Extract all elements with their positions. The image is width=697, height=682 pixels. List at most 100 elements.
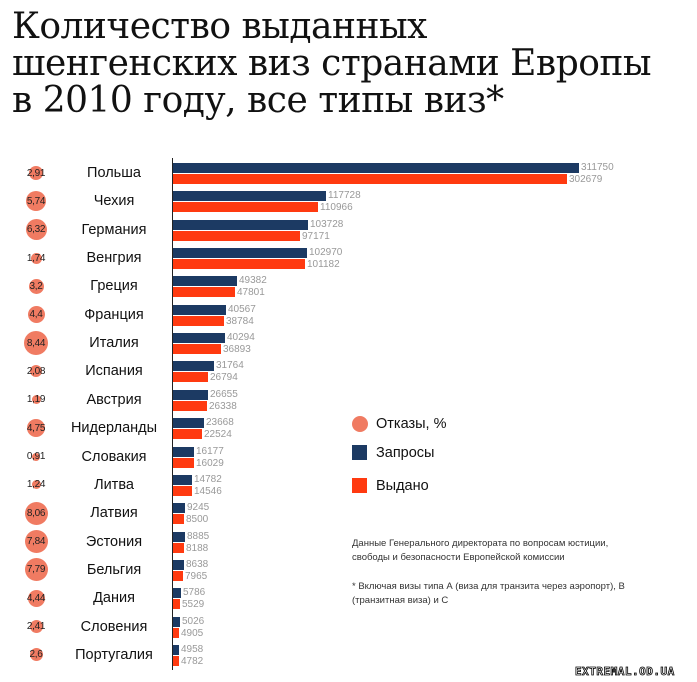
legend-label-requests: Запросы bbox=[376, 445, 435, 461]
refusal-percent: 1,24 bbox=[26, 479, 46, 491]
refusal-indicator: 6,32 bbox=[14, 216, 58, 244]
requests-value: 16177 bbox=[196, 445, 224, 457]
requests-value: 311750 bbox=[581, 162, 614, 173]
issued-bar bbox=[173, 570, 183, 581]
refusal-indicator: 3,2 bbox=[14, 272, 58, 300]
legend-label-issued: Выдано bbox=[376, 478, 429, 494]
issued-value: 22524 bbox=[204, 429, 232, 441]
legend-label-refusals: Отказы, % bbox=[376, 416, 447, 432]
refusal-circle-icon bbox=[24, 530, 48, 554]
refusal-indicator: 8,44 bbox=[14, 329, 58, 357]
refusal-percent: 8,44 bbox=[26, 337, 46, 349]
requests-value: 8638 bbox=[186, 558, 209, 570]
bar-row: 7,84 Эстония 8885 8188 bbox=[0, 528, 697, 556]
refusal-circle-icon bbox=[27, 589, 45, 607]
bar-row: 6,32 Германия 103728 97171 bbox=[0, 216, 697, 244]
requests-value: 23668 bbox=[206, 417, 234, 429]
requests-bar bbox=[173, 163, 579, 173]
refusal-circle-icon bbox=[30, 252, 42, 264]
refusal-percent: 6,32 bbox=[26, 224, 46, 236]
requests-value: 49382 bbox=[239, 275, 267, 287]
requests-bar bbox=[173, 503, 185, 514]
bar-row: 5,74 Чехия 117728 110966 bbox=[0, 187, 697, 215]
bar-row: 1,19 Австрия 26655 26338 bbox=[0, 386, 697, 414]
bar-row: 8,44 Италия 40294 36893 bbox=[0, 329, 697, 357]
requests-value: 31764 bbox=[216, 360, 244, 372]
requests-value: 8885 bbox=[187, 530, 210, 542]
requests-value: 40294 bbox=[227, 332, 255, 344]
refusal-indicator: 2,41 bbox=[14, 613, 58, 641]
refusal-indicator: 1,19 bbox=[14, 386, 58, 414]
requests-bar bbox=[173, 588, 181, 599]
bar-row: 2,91 Польша 311750 302679 bbox=[0, 159, 697, 187]
country-label: Греция bbox=[90, 278, 138, 295]
country-label: Испания bbox=[85, 363, 143, 380]
refusal-circle-icon bbox=[31, 395, 41, 405]
refusal-indicator: 8,06 bbox=[14, 499, 58, 527]
refusal-percent: 2,91 bbox=[26, 167, 46, 179]
refusal-circle-icon bbox=[32, 452, 40, 461]
chart-title: Количество выданных шенгенских виз стран… bbox=[12, 8, 697, 119]
country-label: Франция bbox=[84, 306, 144, 323]
title-line-2: шенгенских виз странами Европы bbox=[12, 43, 652, 84]
requests-bar bbox=[173, 644, 179, 655]
refusal-percent: 7,79 bbox=[26, 564, 46, 576]
requests-bar bbox=[173, 219, 308, 230]
country-label: Германия bbox=[81, 221, 147, 238]
refusal-circle-icon bbox=[29, 166, 43, 180]
issued-value: 302679 bbox=[569, 174, 603, 185]
requests-value: 5026 bbox=[182, 615, 205, 627]
issued-value: 4782 bbox=[181, 655, 204, 667]
issued-value: 36893 bbox=[223, 344, 251, 356]
refusal-indicator: 5,74 bbox=[14, 187, 58, 215]
issued-bar bbox=[173, 655, 179, 666]
issued-bar bbox=[173, 514, 184, 525]
bar-row: 1,74 Венгрия 102970 101182 bbox=[0, 244, 697, 272]
country-label: Польша bbox=[87, 165, 141, 181]
refusal-indicator: 4,75 bbox=[14, 414, 58, 442]
refusal-percent: 2,08 bbox=[26, 365, 46, 377]
refusal-percent: 0,91 bbox=[26, 451, 46, 462]
refusal-circle-icon bbox=[27, 306, 45, 324]
refusal-percent: 2,41 bbox=[26, 621, 46, 633]
refusal-percent: 4,44 bbox=[26, 592, 46, 604]
issued-square-icon bbox=[352, 478, 367, 493]
refusal-circle-icon bbox=[24, 501, 48, 525]
refusal-circle-icon bbox=[30, 365, 42, 378]
refusal-percent: 2,6 bbox=[29, 649, 43, 661]
refusal-indicator: 0,91 bbox=[14, 443, 58, 471]
bar-row: 4,4 Франция 40567 38784 bbox=[0, 301, 697, 329]
issued-value: 110966 bbox=[320, 202, 353, 214]
requests-bar bbox=[173, 304, 226, 315]
issued-bar bbox=[173, 627, 179, 638]
bar-row: 8,06 Латвия 9245 8500 bbox=[0, 499, 697, 527]
refusal-circle-icon bbox=[25, 219, 47, 241]
bar-row: 4,75 Нидерланды 23668 22524 bbox=[0, 414, 697, 442]
refusal-percent: 3,2 bbox=[29, 280, 43, 292]
refusal-percent: 7,84 bbox=[26, 536, 46, 548]
requests-value: 5786 bbox=[183, 587, 206, 599]
requests-bar bbox=[173, 276, 237, 287]
issued-value: 8188 bbox=[186, 542, 209, 554]
source-note: Данные Генерального директората по вопро… bbox=[352, 538, 609, 563]
country-label: Чехия bbox=[93, 193, 135, 210]
requests-value: 117728 bbox=[328, 190, 361, 202]
refusals-circle-icon bbox=[352, 416, 368, 432]
refusal-circle-icon bbox=[26, 191, 46, 212]
country-label: Литва bbox=[94, 476, 134, 493]
refusal-circle-icon bbox=[29, 620, 43, 634]
issued-bar bbox=[173, 599, 180, 610]
issued-value: 7965 bbox=[185, 570, 208, 582]
bar-row: 3,2 Греция 49382 47801 bbox=[0, 272, 697, 300]
requests-bar bbox=[173, 248, 307, 259]
country-label: Венгрия bbox=[86, 250, 142, 267]
issued-value: 101182 bbox=[307, 259, 340, 271]
issued-bar bbox=[173, 485, 192, 496]
issued-bar bbox=[173, 287, 235, 298]
issued-value: 26794 bbox=[210, 372, 238, 384]
requests-value: 103728 bbox=[310, 218, 344, 230]
country-label: Латвия bbox=[90, 505, 138, 522]
issued-bar bbox=[173, 174, 567, 184]
issued-bar bbox=[173, 230, 300, 241]
issued-value: 5529 bbox=[182, 599, 205, 611]
